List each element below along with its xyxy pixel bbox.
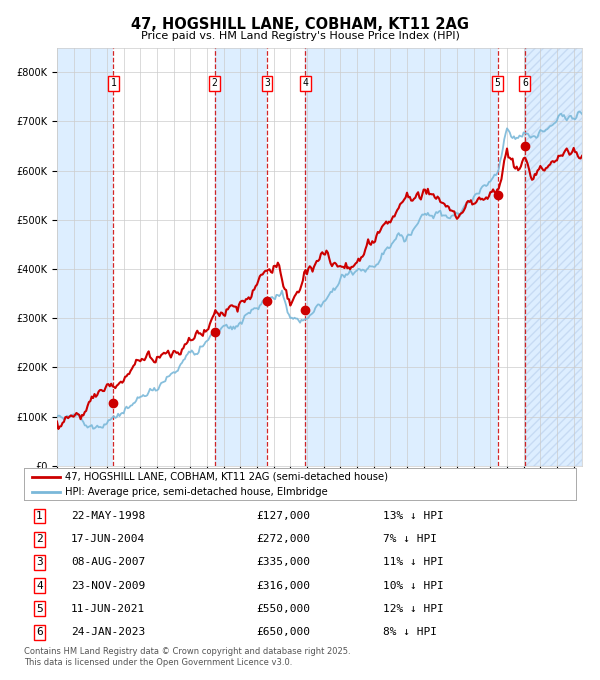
Text: £335,000: £335,000: [256, 558, 310, 567]
Text: 1: 1: [36, 511, 43, 521]
Text: 2: 2: [212, 78, 218, 88]
Bar: [525, 48, 582, 466]
Bar: [525, 48, 582, 466]
Text: £272,000: £272,000: [256, 534, 310, 544]
Text: £550,000: £550,000: [256, 604, 310, 614]
Text: 4: 4: [36, 581, 43, 591]
Text: 4: 4: [302, 78, 308, 88]
Text: £127,000: £127,000: [256, 511, 310, 521]
Text: 08-AUG-2007: 08-AUG-2007: [71, 558, 145, 567]
Text: 1: 1: [110, 78, 116, 88]
Text: 10% ↓ HPI: 10% ↓ HPI: [383, 581, 443, 591]
Bar: [113, 48, 215, 466]
Text: £650,000: £650,000: [256, 627, 310, 637]
Text: 12% ↓ HPI: 12% ↓ HPI: [383, 604, 443, 614]
Text: 13% ↓ HPI: 13% ↓ HPI: [383, 511, 443, 521]
Text: 47, HOGSHILL LANE, COBHAM, KT11 2AG: 47, HOGSHILL LANE, COBHAM, KT11 2AG: [131, 17, 469, 32]
Text: Price paid vs. HM Land Registry's House Price Index (HPI): Price paid vs. HM Land Registry's House …: [140, 31, 460, 41]
Text: 5: 5: [495, 78, 500, 88]
Text: £316,000: £316,000: [256, 581, 310, 591]
Text: 2: 2: [36, 534, 43, 544]
Text: 24-JAN-2023: 24-JAN-2023: [71, 627, 145, 637]
Bar: [57, 48, 113, 466]
Text: 47, HOGSHILL LANE, COBHAM, KT11 2AG (semi-detached house): 47, HOGSHILL LANE, COBHAM, KT11 2AG (sem…: [65, 472, 388, 481]
Text: 11-JUN-2021: 11-JUN-2021: [71, 604, 145, 614]
Bar: [497, 48, 525, 466]
Text: 6: 6: [522, 78, 528, 88]
Bar: [305, 48, 497, 466]
Text: 11% ↓ HPI: 11% ↓ HPI: [383, 558, 443, 567]
Text: 6: 6: [36, 627, 43, 637]
Text: Contains HM Land Registry data © Crown copyright and database right 2025.
This d: Contains HM Land Registry data © Crown c…: [24, 647, 350, 667]
Text: 8% ↓ HPI: 8% ↓ HPI: [383, 627, 437, 637]
Text: 3: 3: [264, 78, 270, 88]
Bar: [215, 48, 267, 466]
Text: 23-NOV-2009: 23-NOV-2009: [71, 581, 145, 591]
Bar: [267, 48, 305, 466]
Text: HPI: Average price, semi-detached house, Elmbridge: HPI: Average price, semi-detached house,…: [65, 487, 328, 496]
Text: 17-JUN-2004: 17-JUN-2004: [71, 534, 145, 544]
Text: 22-MAY-1998: 22-MAY-1998: [71, 511, 145, 521]
Text: 3: 3: [36, 558, 43, 567]
Text: 5: 5: [36, 604, 43, 614]
Text: 7% ↓ HPI: 7% ↓ HPI: [383, 534, 437, 544]
